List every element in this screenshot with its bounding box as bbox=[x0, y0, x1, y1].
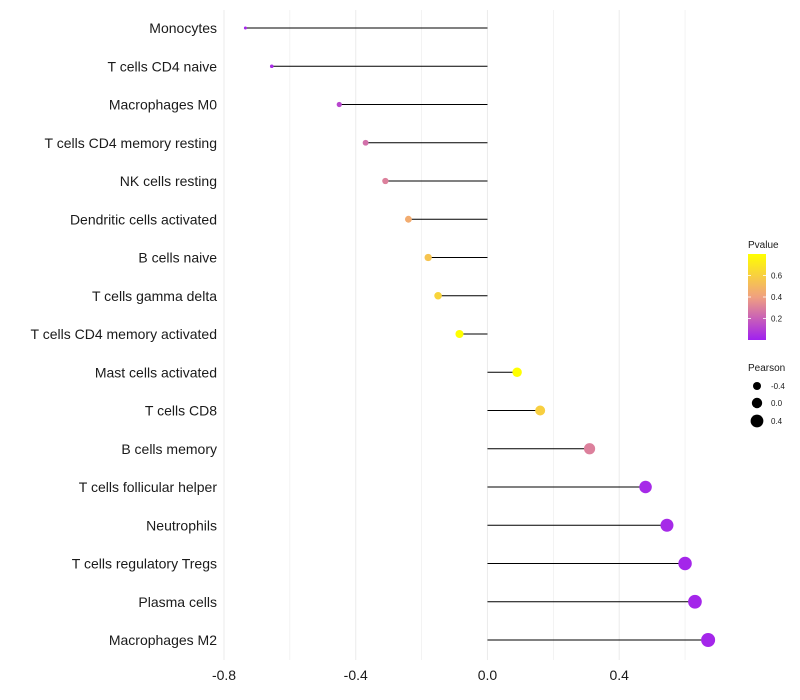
category-label: Macrophages M2 bbox=[109, 632, 217, 648]
point bbox=[639, 480, 652, 494]
category-label: NK cells resting bbox=[120, 173, 217, 189]
category-label: T cells CD8 bbox=[145, 403, 217, 419]
point bbox=[583, 443, 596, 455]
category-label: T cells CD4 naive bbox=[108, 58, 218, 74]
category-label: Dendritic cells activated bbox=[70, 211, 217, 227]
color-legend-tick-label: 0.2 bbox=[771, 315, 783, 324]
points bbox=[243, 26, 716, 647]
category-label: Monocytes bbox=[149, 20, 217, 36]
category-label: Neutrophils bbox=[146, 517, 217, 533]
x-axis-ticks: -0.8 -0.4 0.0 0.4 bbox=[212, 667, 629, 683]
size-legend-key bbox=[751, 397, 763, 409]
stems bbox=[245, 27, 709, 641]
point bbox=[688, 594, 702, 609]
point bbox=[424, 253, 432, 262]
color-legend-bar bbox=[748, 254, 766, 340]
size-legend-key bbox=[753, 382, 761, 390]
x-tick-label: 0.4 bbox=[609, 667, 629, 683]
point bbox=[404, 215, 412, 223]
category-label: T cells gamma delta bbox=[92, 288, 217, 304]
category-label: Macrophages M0 bbox=[109, 97, 217, 113]
size-legend-keys: -0.4 0.0 0.4 bbox=[750, 382, 785, 428]
legends: Pvalue 0.2 0.4 0.6 Pearson -0.4 0.0 0.4 bbox=[748, 240, 785, 428]
category-label: T cells regulatory Tregs bbox=[72, 556, 217, 572]
size-legend-key bbox=[750, 414, 764, 428]
category-labels: Monocytes T cells CD4 naive Macrophages M0… bbox=[31, 20, 218, 648]
category-label: B cells memory bbox=[121, 441, 217, 457]
point bbox=[701, 633, 716, 647]
size-legend-label: -0.4 bbox=[771, 382, 785, 391]
point bbox=[455, 329, 464, 339]
x-tick-label: 0.0 bbox=[478, 667, 498, 683]
x-tick-label: -0.8 bbox=[212, 667, 236, 683]
size-legend-label: 0.4 bbox=[771, 417, 783, 426]
point bbox=[243, 26, 247, 30]
category-label: T cells CD4 memory activated bbox=[31, 326, 217, 342]
color-legend-tick-label: 0.6 bbox=[771, 272, 783, 281]
color-legend-title: Pvalue bbox=[748, 240, 779, 251]
grid-lines bbox=[223, 10, 686, 660]
x-tick-label: -0.4 bbox=[344, 667, 368, 683]
point bbox=[660, 518, 674, 532]
point bbox=[269, 64, 274, 69]
size-legend-label: 0.0 bbox=[771, 399, 783, 408]
category-label: T cells CD4 memory resting bbox=[45, 135, 217, 151]
category-label: B cells naive bbox=[138, 250, 217, 266]
category-label: Mast cells activated bbox=[95, 364, 217, 380]
point bbox=[512, 367, 522, 377]
point bbox=[434, 291, 442, 300]
category-label: Plasma cells bbox=[138, 594, 217, 610]
point bbox=[678, 556, 692, 571]
size-legend-title: Pearson bbox=[748, 363, 785, 374]
point bbox=[362, 139, 369, 146]
point bbox=[336, 101, 342, 108]
category-label: T cells follicular helper bbox=[79, 479, 218, 495]
point bbox=[535, 405, 546, 416]
color-legend-ticks: 0.2 0.4 0.6 bbox=[748, 272, 783, 324]
point bbox=[382, 177, 389, 185]
color-legend-tick-label: 0.4 bbox=[771, 293, 783, 302]
